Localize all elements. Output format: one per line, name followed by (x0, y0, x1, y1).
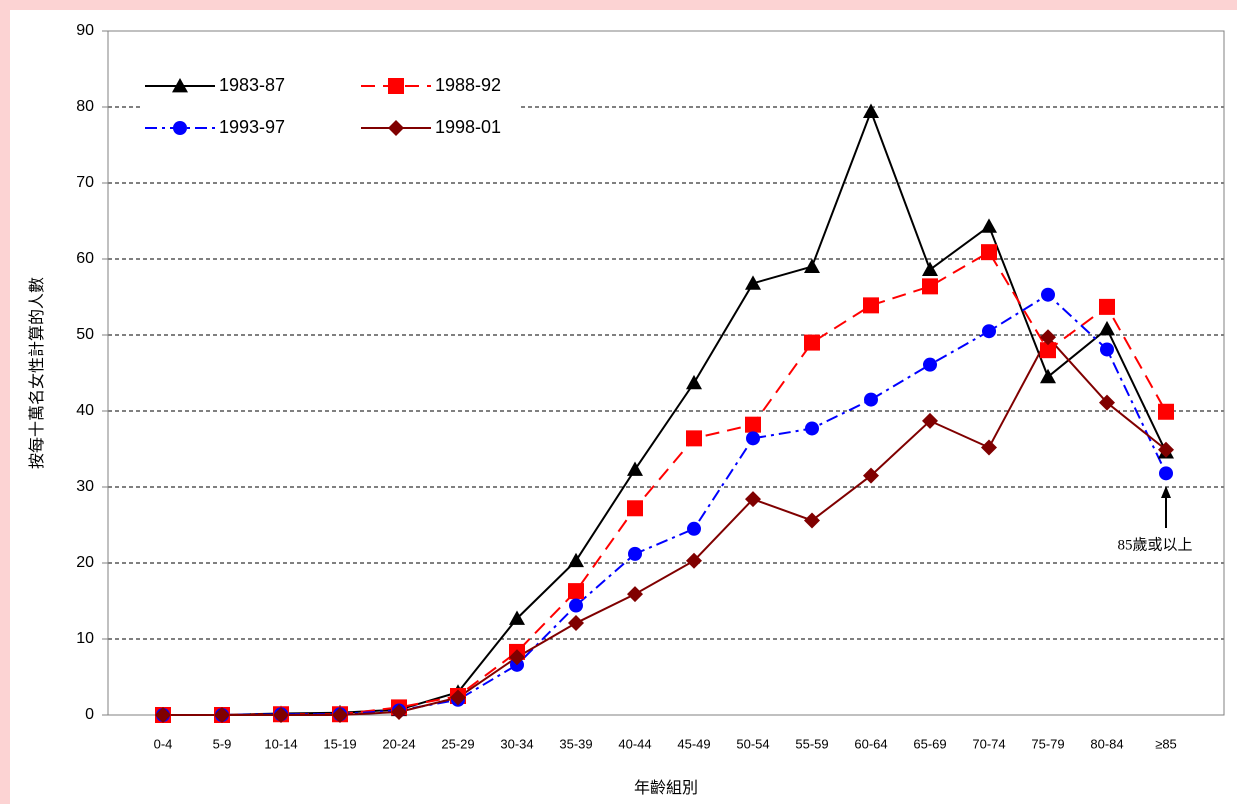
data-point (922, 412, 938, 429)
data-point (804, 334, 820, 351)
legend-label: 1993-97 (219, 117, 285, 137)
data-point (1099, 394, 1115, 411)
data-point (1099, 320, 1115, 336)
data-point (686, 374, 702, 390)
data-point (568, 615, 584, 632)
data-point (569, 598, 583, 613)
y-tick-label: 0 (85, 706, 94, 723)
data-point (746, 431, 760, 446)
data-point (981, 244, 997, 261)
x-tick-label: 20-24 (382, 736, 415, 751)
x-tick-label: 15-19 (323, 736, 356, 751)
data-point (864, 392, 878, 407)
data-point (923, 357, 937, 372)
data-point (1041, 287, 1055, 302)
data-point (627, 586, 643, 603)
data-point (1040, 368, 1056, 384)
legend-marker (172, 78, 188, 93)
data-point (745, 491, 761, 508)
data-point (982, 324, 996, 339)
data-point (745, 275, 761, 290)
data-point (214, 707, 230, 723)
x-tick-label: 55-59 (795, 736, 828, 751)
data-point (568, 552, 584, 568)
data-point (1040, 342, 1056, 359)
data-point (686, 430, 702, 447)
x-tick-label: 30-34 (500, 736, 533, 751)
legend-label: 1983-87 (219, 75, 285, 95)
data-point (863, 103, 879, 118)
y-tick-label: 30 (76, 478, 94, 495)
y-axis-label: 按每十萬名女性計算的人數 (27, 277, 46, 469)
x-tick-label: 25-29 (441, 736, 474, 751)
data-point (1159, 466, 1173, 481)
x-tick-label: ≥85 (1155, 736, 1177, 751)
data-point (1158, 403, 1174, 420)
data-point (981, 218, 997, 233)
plot-frame (107, 30, 1225, 716)
y-tick-label: 20 (76, 554, 94, 571)
x-tick-label: 45-49 (677, 736, 710, 751)
data-point (863, 467, 879, 484)
legend-background (140, 64, 518, 148)
data-point (273, 707, 289, 723)
series-line (163, 108, 1167, 716)
data-point (1100, 342, 1114, 357)
data-point (804, 258, 820, 273)
data-point (686, 552, 702, 569)
data-point (922, 278, 938, 295)
data-point (981, 439, 997, 456)
legend-label: 1988-92 (435, 75, 501, 95)
x-tick-label: 10-14 (264, 736, 297, 751)
data-point (805, 421, 819, 436)
series-line (163, 335, 1167, 716)
y-tick-label: 80 (76, 98, 94, 115)
x-tick-label: 80-84 (1090, 736, 1123, 751)
x-tick-label: 50-54 (736, 736, 769, 751)
data-point (509, 649, 525, 666)
data-point (450, 689, 466, 706)
data-point (922, 261, 938, 277)
legend-label: 1998-01 (435, 117, 501, 137)
data-point (391, 703, 407, 720)
data-point (804, 512, 820, 529)
x-tick-label: 40-44 (618, 736, 651, 751)
data-point (628, 546, 642, 561)
x-tick-label: 60-64 (854, 736, 887, 751)
x-tick-label: 70-74 (972, 736, 1005, 751)
x-tick-label: 75-79 (1031, 736, 1064, 751)
data-point (509, 610, 525, 625)
annotation: 85歲或以上 (1117, 536, 1192, 553)
y-tick-label: 60 (76, 250, 94, 267)
data-point (627, 500, 643, 517)
data-point (687, 521, 701, 536)
y-tick-label: 50 (76, 326, 94, 343)
x-tick-label: 65-69 (913, 736, 946, 751)
annotation-arrowhead (1161, 486, 1171, 498)
y-tick-label: 40 (76, 402, 94, 419)
legend-marker (388, 120, 404, 136)
legend-marker (388, 78, 404, 94)
x-axis-label: 年齡組別 (634, 779, 698, 797)
data-point (1040, 329, 1056, 346)
y-tick-label: 70 (76, 174, 94, 191)
y-tick-label: 10 (76, 630, 94, 647)
data-point (1099, 298, 1115, 315)
data-point (1158, 441, 1174, 458)
x-tick-label: 5-9 (213, 736, 232, 751)
data-point (155, 707, 171, 723)
data-point (745, 416, 761, 433)
legend-marker (173, 121, 187, 135)
y-tick-label: 90 (76, 22, 94, 39)
data-point (627, 461, 643, 476)
data-point (863, 297, 879, 314)
x-tick-label: 0-4 (154, 736, 173, 751)
x-tick-label: 35-39 (559, 736, 592, 751)
data-point (568, 583, 584, 600)
data-point (332, 707, 348, 723)
